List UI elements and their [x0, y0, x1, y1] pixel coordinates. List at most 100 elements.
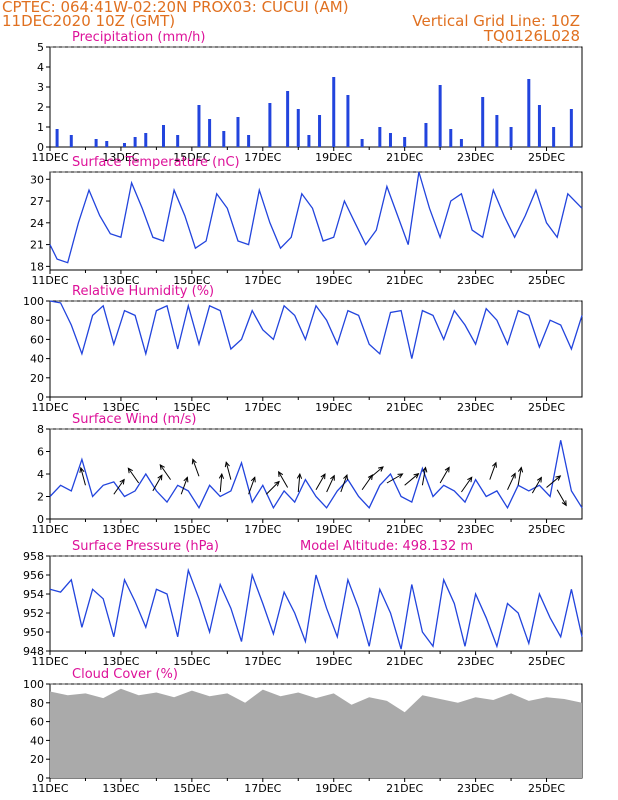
precip-bar	[495, 115, 499, 147]
station-header: CPTEC: 064:41W-02:20N PROX03: CUCUI (AM)	[2, 0, 349, 16]
wind-arrow-head	[343, 474, 348, 481]
panel-title: Surface Temperature (nC)	[72, 155, 240, 170]
wind-arrow-head	[444, 466, 450, 473]
x-tick-label: 15DEC	[173, 401, 210, 414]
x-tick-label: 17DEC	[244, 523, 281, 536]
wind-arrow-head	[157, 474, 163, 481]
wind-arrow-head	[367, 474, 374, 481]
y-tick-label: 948	[23, 645, 44, 658]
y-tick-label: 3	[37, 81, 44, 94]
wind-arrow	[421, 467, 427, 486]
x-tick-label: 23DEC	[457, 523, 494, 536]
wind-arrow-head	[127, 467, 133, 474]
precip-bar	[537, 105, 541, 147]
wind-arrow	[556, 489, 567, 506]
x-tick-label: 15DEC	[173, 151, 210, 164]
wind-arrow	[152, 475, 163, 492]
wind-arrow	[192, 459, 200, 477]
panel-title: Surface Pressure (hPa)	[72, 539, 219, 554]
y-tick-label: 956	[23, 569, 44, 582]
y-tick-label: 18	[30, 260, 44, 273]
precip-bar	[296, 109, 300, 147]
wind-arrow	[461, 476, 473, 493]
wind-arrow-head	[296, 472, 303, 479]
precip-bar	[247, 135, 251, 147]
x-tick-label: 25DEC	[528, 151, 565, 164]
panel-frame	[49, 555, 583, 652]
y-tick-label: 60	[30, 716, 44, 729]
x-tick-label: 25DEC	[528, 655, 565, 668]
x-tick-label: 11DEC	[31, 274, 68, 287]
precip-bar	[360, 139, 364, 147]
wind-arrow-head	[274, 480, 280, 487]
x-tick-label: 19DEC	[315, 401, 352, 414]
x-tick-label: 15DEC	[173, 782, 210, 795]
x-tick-label: 21DEC	[386, 782, 423, 795]
y-tick-label: 80	[30, 314, 44, 327]
wind-arrow	[225, 462, 232, 480]
wind-arrow	[219, 474, 223, 493]
precip-bar	[55, 129, 59, 147]
precip-bar	[176, 135, 180, 147]
wind-arrow-head	[422, 466, 428, 473]
panel-frame	[49, 46, 583, 148]
precip-bar	[424, 123, 428, 147]
x-tick-label: 21DEC	[386, 274, 423, 287]
precip-bar	[161, 125, 165, 147]
precip-bar	[105, 141, 109, 147]
wind-arrow-head	[250, 476, 256, 483]
wind-arrow	[315, 473, 326, 490]
precip-bar	[318, 115, 322, 147]
precip-bar	[307, 135, 311, 147]
x-tick-label: 21DEC	[386, 523, 423, 536]
x-tick-label: 11DEC	[31, 401, 68, 414]
series-line	[49, 440, 583, 510]
wind-arrow-head	[492, 461, 497, 468]
x-tick-label: 13DEC	[102, 655, 139, 668]
y-tick-label: 950	[23, 626, 44, 639]
precip-bar	[94, 139, 98, 147]
forecast-date: 11DEC2020 10Z (GMT)	[2, 12, 176, 30]
panel-title: Cloud Cover (%)	[72, 667, 178, 682]
x-tick-label: 11DEC	[31, 151, 68, 164]
x-tick-label: 17DEC	[244, 401, 281, 414]
wind-arrow-head	[517, 466, 524, 473]
wind-arrow	[80, 467, 86, 486]
wind-arrow	[278, 471, 289, 488]
panel-title: Precipitation (mm/h)	[72, 30, 205, 45]
precip-bar	[449, 129, 453, 147]
y-tick-label: 60	[30, 333, 44, 346]
precip-bar	[346, 95, 350, 147]
panel-title: Relative Humidity (%)	[72, 284, 214, 299]
x-tick-label: 25DEC	[528, 782, 565, 795]
x-tick-label: 13DEC	[102, 782, 139, 795]
x-tick-label: 11DEC	[31, 523, 68, 536]
wind-arrow	[113, 479, 125, 495]
y-tick-label: 30	[30, 173, 44, 186]
y-tick-label: 20	[30, 372, 44, 385]
x-tick-label: 17DEC	[244, 782, 281, 795]
wind-arrow-head	[224, 461, 230, 468]
y-tick-label: 100	[23, 678, 44, 691]
wind-arrow	[546, 475, 561, 488]
wind-arrow-head	[218, 472, 225, 479]
x-tick-label: 15DEC	[173, 523, 210, 536]
y-tick-label: 24	[30, 217, 44, 230]
panel-title: Surface Wind (m/s)	[72, 412, 196, 427]
precip-bar	[527, 79, 531, 147]
y-tick-label: 40	[30, 734, 44, 747]
model-altitude-label: Model Altitude: 498.132 m	[300, 539, 473, 554]
wind-arrow	[439, 467, 450, 484]
x-tick-label: 17DEC	[244, 151, 281, 164]
wind-arrow	[386, 473, 403, 484]
precip-bar	[481, 97, 485, 147]
x-tick-label: 13DEC	[102, 151, 139, 164]
wind-arrow	[248, 477, 256, 495]
y-tick-label: 4	[37, 468, 44, 481]
x-tick-label: 15DEC	[173, 274, 210, 287]
y-tick-label: 80	[30, 697, 44, 710]
x-tick-label: 15DEC	[173, 655, 210, 668]
x-tick-label: 19DEC	[315, 782, 352, 795]
x-tick-label: 11DEC	[31, 782, 68, 795]
